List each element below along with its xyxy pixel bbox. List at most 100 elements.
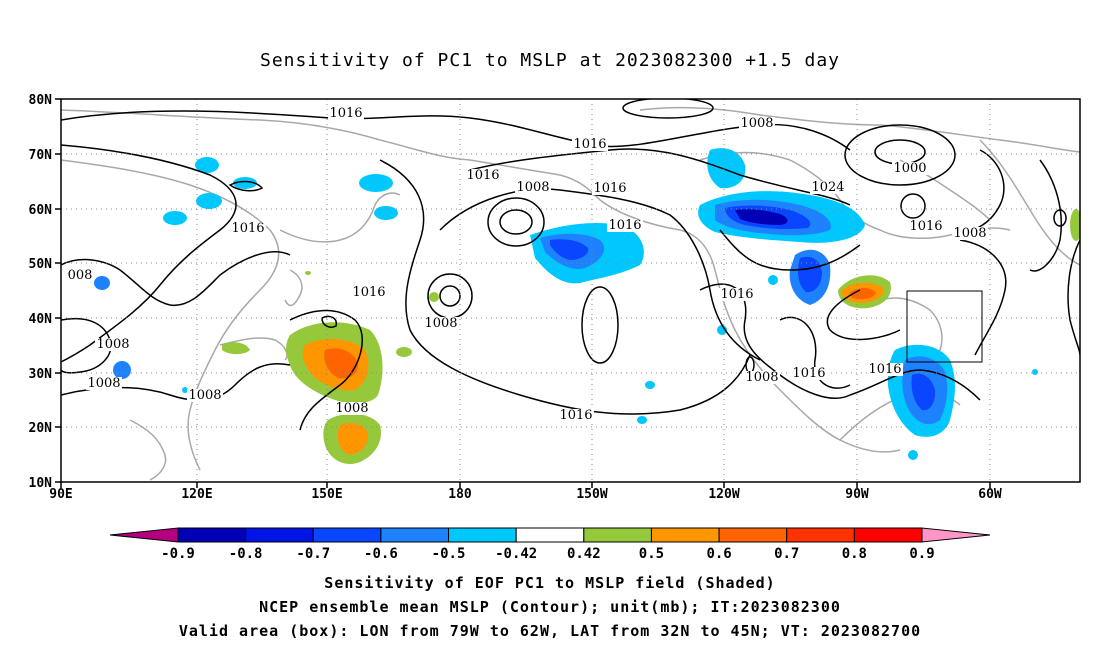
contour-label-bg — [892, 162, 928, 175]
colorbar-segment — [380, 527, 450, 543]
contour-label: 1016 — [352, 285, 385, 300]
colorbar-segment — [853, 527, 923, 543]
contour-label: 1000 — [893, 161, 926, 176]
contour-label: 1024 — [811, 180, 844, 195]
colorbar-label: -0.6 — [364, 546, 398, 562]
colorbar-label: -0.8 — [229, 546, 263, 562]
colorbar-segment — [583, 527, 652, 543]
lon-label: 120E — [181, 487, 212, 502]
contour-label-bg — [515, 181, 551, 194]
contour-label-bg — [867, 363, 903, 376]
contour-label: 1016 — [720, 287, 753, 302]
contour-label: 1016 — [329, 106, 362, 121]
colorbar-label: -0.9 — [161, 546, 195, 562]
colorbar-segment — [312, 527, 382, 543]
colorbar-arrow-right — [921, 527, 991, 543]
contour-label-bg — [592, 182, 628, 195]
lat-label: 60N — [29, 203, 53, 218]
lon-label: 90E — [49, 487, 72, 502]
contour-label-bg — [791, 367, 827, 380]
colorbar-segment — [177, 527, 247, 543]
contour-label: 1016 — [231, 221, 264, 236]
contour-label-bg — [86, 377, 122, 390]
contour-label: 1008 — [424, 316, 457, 331]
contour-label: 1008 — [96, 337, 129, 352]
plot-frame — [60, 98, 1081, 483]
lat-label: 50N — [29, 257, 53, 272]
colorbar-label: -0.7 — [296, 546, 330, 562]
contour-label: 1016 — [792, 366, 825, 381]
lon-label: 90W — [845, 487, 869, 502]
contour-label-bg — [95, 338, 131, 351]
colorbar-label: 0.8 — [842, 546, 867, 562]
contour-label-bg — [744, 371, 780, 384]
contour-label-bg — [908, 220, 944, 233]
colorbar-segment — [650, 527, 720, 543]
lat-label: 20N — [29, 421, 53, 436]
colorbar-segment — [718, 527, 788, 543]
colorbar-label: 0.7 — [774, 546, 799, 562]
lat-label: 10N — [29, 476, 53, 491]
lon-labels: 90E 120E 150E 180 150W 120W 90W 60W — [49, 487, 1002, 502]
colorbar-label: 0.5 — [639, 546, 664, 562]
chart-title: Sensitivity of PC1 to MSLP at 2023082300… — [259, 50, 840, 71]
contour-label-bg — [351, 286, 387, 299]
contour-label-bg — [465, 169, 501, 182]
contour-label-bg — [739, 117, 775, 130]
contour-label: 1016 — [573, 137, 606, 152]
axis-ticks — [55, 98, 991, 488]
colorbar — [109, 527, 991, 543]
contour-label: 1016 — [466, 168, 499, 183]
colorbar-segment — [515, 527, 585, 543]
colorbar-label: -0.5 — [432, 546, 466, 562]
contour-label-bg — [810, 181, 846, 194]
contour-label-bg — [952, 227, 988, 240]
lon-label: 60W — [978, 487, 1002, 502]
legend-line-2: NCEP ensemble mean MSLP (Contour); unit(… — [259, 598, 841, 616]
legend-line-3: Valid area (box): LON from 79W to 62W, L… — [178, 622, 922, 640]
colorbar-label: 0.6 — [706, 546, 731, 562]
lon-label: 150E — [311, 487, 342, 502]
contour-label-bg — [187, 389, 223, 402]
lat-label: 80N — [29, 93, 53, 108]
colorbar-segment — [786, 527, 855, 543]
colorbar-label: 0.9 — [909, 546, 934, 562]
contour-label: 1008 — [745, 370, 778, 385]
contour-label: 1016 — [559, 408, 592, 423]
contour-labels: 1016 1008 1016 1000 1016 1016 1008 1016 1016 1024… — [66, 106, 988, 423]
contour-label: 1008 — [87, 376, 120, 391]
legend-line-1: Sensitivity of EOF PC1 to MSLP field (Sh… — [324, 574, 776, 592]
contour-label-bg — [66, 269, 94, 282]
contour-label-bg — [719, 288, 755, 301]
colorbar-label: 0.42 — [567, 546, 601, 562]
contour-label: 1016 — [593, 181, 626, 196]
plot-area — [61, 99, 1080, 482]
valid-area-box — [906, 290, 983, 363]
negative-sensitivity — [94, 148, 1038, 460]
contour-label-bg — [423, 317, 459, 330]
contour-label-bg — [328, 107, 364, 120]
contour-label: 1008 — [335, 401, 368, 416]
contour-label: 008 — [68, 268, 93, 283]
contour-label: 1016 — [608, 218, 641, 233]
contour-label-bg — [607, 219, 643, 232]
lon-label: 150W — [576, 487, 607, 502]
lat-labels: 80N 70N 60N 50N 40N 30N 20N 10N — [29, 93, 53, 491]
colorbar-arrow-left — [109, 527, 179, 543]
contour-label: 1008 — [516, 180, 549, 195]
positive-sensitivity — [222, 209, 1080, 465]
lon-label: 180 — [448, 487, 472, 502]
colorbar-segment — [245, 527, 314, 543]
lon-label: 120W — [708, 487, 739, 502]
contour-label: 1008 — [953, 226, 986, 241]
contour-label: 1016 — [909, 219, 942, 234]
lat-label: 30N — [29, 367, 53, 382]
contour-label-bg — [572, 138, 608, 151]
contour-label: 1016 — [868, 362, 901, 377]
lat-label: 70N — [29, 148, 53, 163]
contour-label-bg — [230, 222, 266, 235]
colorbar-label: -0.42 — [495, 546, 537, 562]
contour-label: 1008 — [188, 388, 221, 403]
colorbar-labels: -0.9 -0.8 -0.7 -0.6 -0.5 -0.42 0.42 0.5 0.6 0.7 0.… — [161, 546, 935, 562]
